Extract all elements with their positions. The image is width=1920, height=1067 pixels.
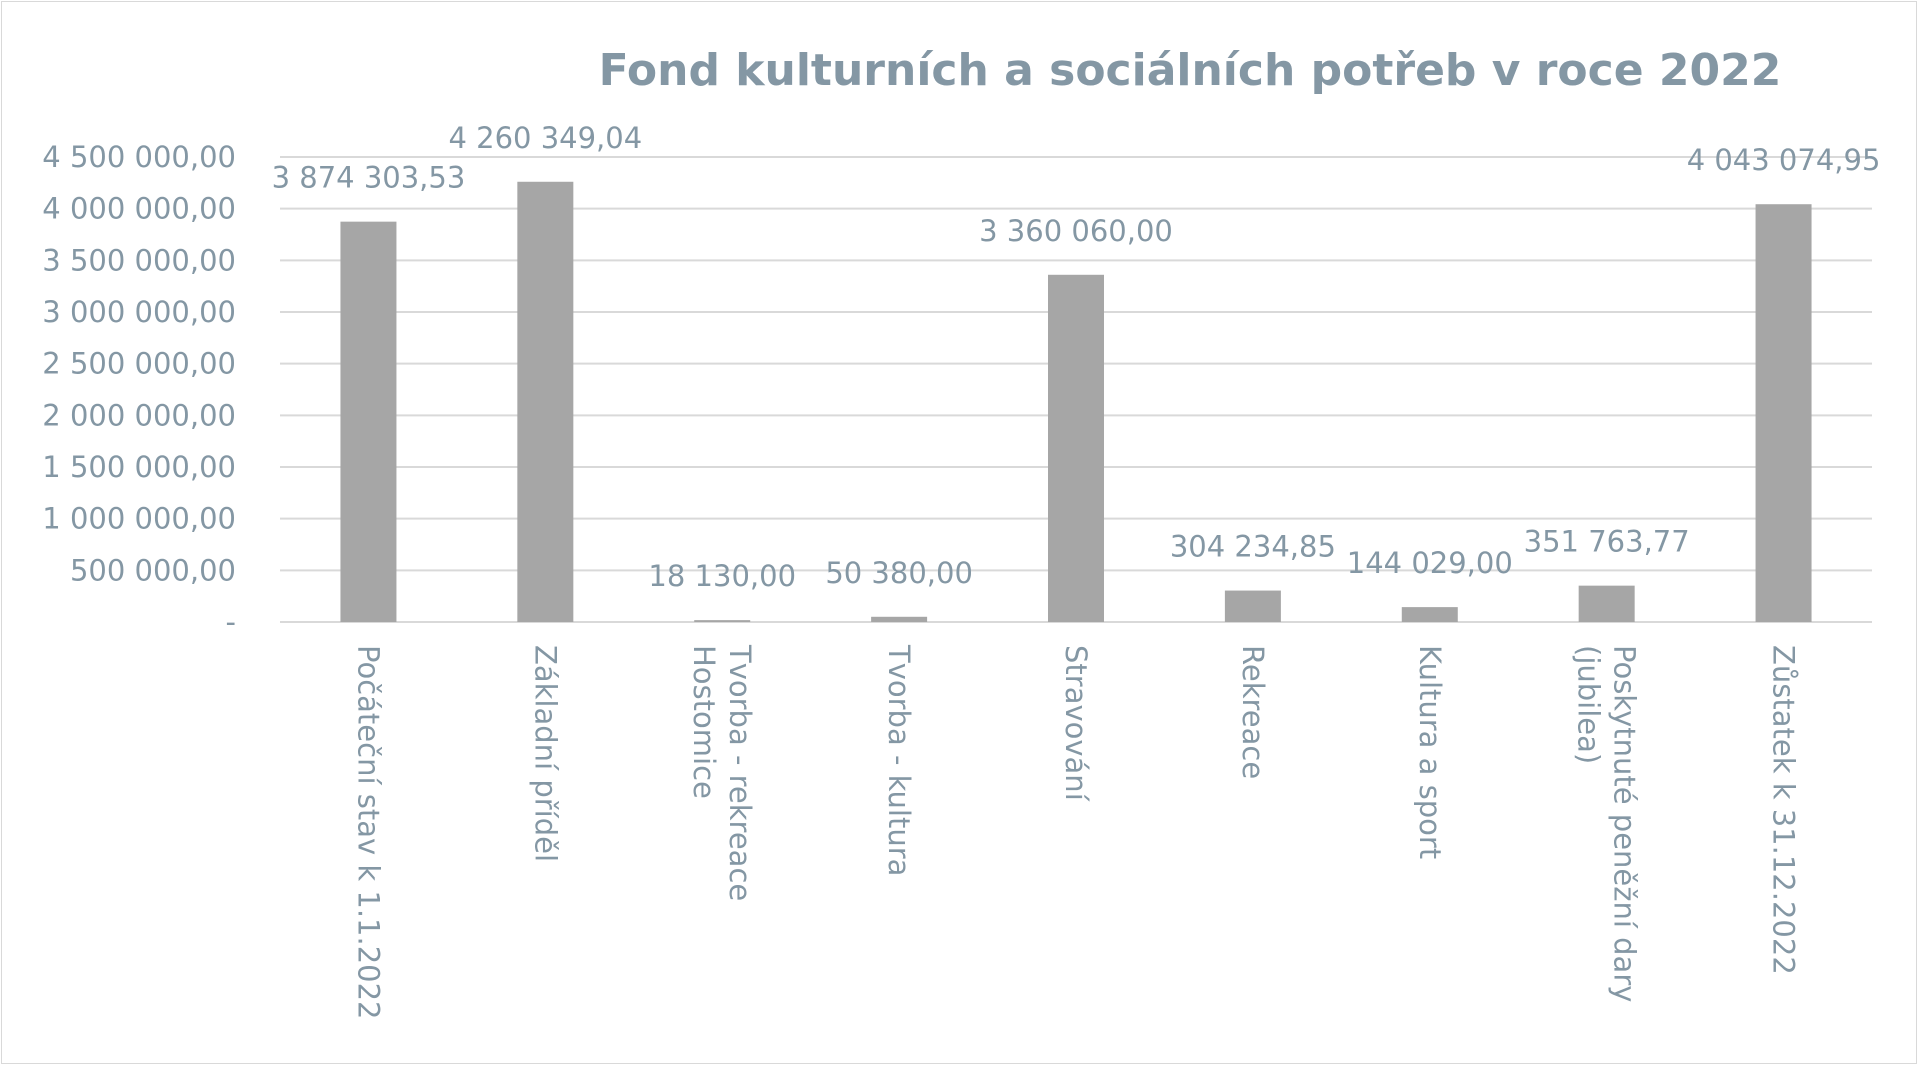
- y-tick-label: 4 500 000,00: [42, 140, 236, 174]
- y-tick-label: 1 000 000,00: [42, 502, 236, 536]
- y-tick-label: 3 500 000,00: [42, 243, 236, 277]
- bar: [517, 181, 574, 623]
- data-label: 304 234,85: [1170, 530, 1336, 564]
- bar: [1755, 204, 1812, 623]
- y-tick-label: 4 000 000,00: [42, 192, 236, 226]
- bar: [1048, 274, 1104, 622]
- x-tick-label-line: Poskytnuté peněžní dary: [1608, 645, 1642, 1002]
- x-tick-label: Tvorba - kultura: [882, 644, 916, 876]
- bar: [694, 620, 751, 622]
- x-tick-label: Rekreace: [1236, 645, 1270, 779]
- x-axis-labels: Počáteční stav k 1.1.2022 Základní příděl…: [351, 644, 1800, 1020]
- x-tick-label-line: Zůstatek k 31.12.2022: [1767, 645, 1801, 975]
- chart-title: Fond kulturních a sociálních potřeb v ro…: [599, 45, 1782, 96]
- data-label: 3 360 060,00: [979, 214, 1173, 248]
- data-label: 144 029,00: [1347, 546, 1513, 580]
- x-tick-label-line: Počáteční stav k 1.1.2022: [351, 645, 385, 1020]
- x-tick-label: Stravování: [1059, 645, 1093, 802]
- y-tick-label: 3 000 000,00: [42, 295, 236, 329]
- y-tick-label: 1 500 000,00: [42, 450, 236, 484]
- bar: [1224, 590, 1281, 622]
- bar: [340, 221, 397, 622]
- x-tick-label-line: (jubilea): [1572, 645, 1606, 764]
- y-tick-label: 2 000 000,00: [42, 398, 236, 432]
- data-labels: 3 874 303,53 4 260 349,04 18 130,00 50 380,…: [272, 121, 1881, 593]
- data-label: 351 763,77: [1524, 525, 1690, 559]
- x-tick-label-line: Stravování: [1059, 645, 1093, 802]
- bar: [871, 616, 928, 622]
- x-tick-label-line: Hostomice: [687, 645, 721, 799]
- y-axis-ticks: - 500 000,00 1 000 000,00 1 500 000,00 2 000…: [42, 140, 236, 639]
- x-tick-label: Poskytnuté peněžní dary(jubilea): [1572, 645, 1642, 1002]
- data-label: 50 380,00: [825, 556, 973, 590]
- data-label: 4 260 349,04: [448, 121, 642, 155]
- x-tick-label-line: Rekreace: [1236, 645, 1270, 779]
- x-tick-label-line: Základní příděl: [528, 645, 562, 862]
- bars: [340, 181, 1812, 623]
- bar: [1401, 607, 1458, 622]
- y-tick-label: 2 500 000,00: [42, 347, 236, 381]
- x-tick-label: Zůstatek k 31.12.2022: [1767, 645, 1801, 975]
- x-tick-label-line: Kultura a sport: [1413, 645, 1447, 859]
- x-tick-label-line: Tvorba - kultura: [882, 644, 916, 876]
- y-tick-label: 500 000,00: [70, 553, 236, 587]
- bar: [1578, 585, 1635, 622]
- x-tick-label: Počáteční stav k 1.1.2022: [351, 645, 385, 1020]
- data-label: 18 130,00: [648, 559, 796, 593]
- y-tick-label: -: [226, 605, 236, 639]
- x-tick-label: Kultura a sport: [1413, 645, 1447, 859]
- data-label: 3 874 303,53: [272, 161, 466, 195]
- data-label: 4 043 074,95: [1687, 143, 1881, 177]
- x-tick-label: Základní příděl: [528, 645, 562, 862]
- x-tick-label-line: Tvorba - rekreace: [723, 644, 757, 901]
